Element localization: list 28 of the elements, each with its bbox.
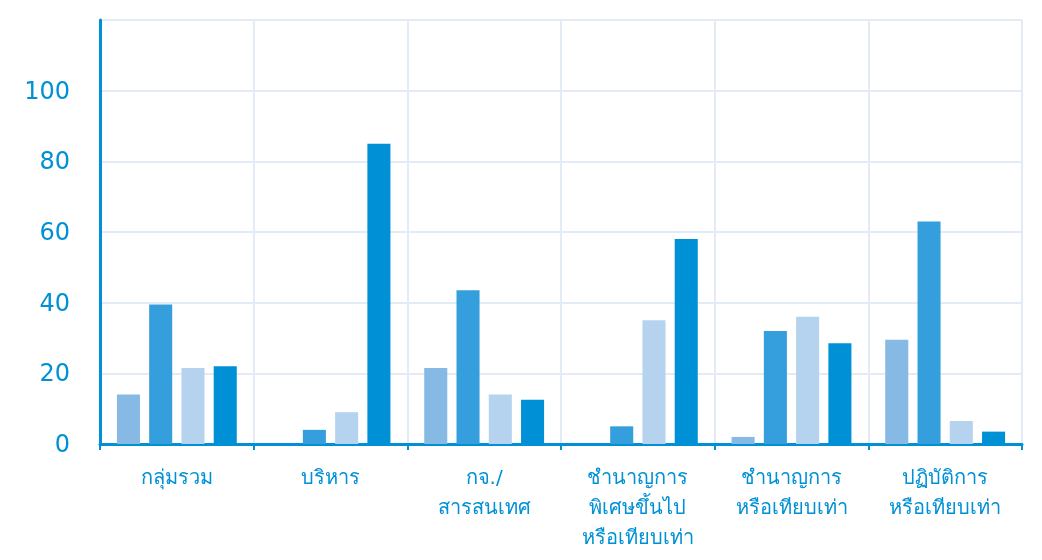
- x-tick-label: ชำนาญการ หรือเทียบเท่า: [735, 465, 848, 519]
- bar: [642, 320, 666, 444]
- bar: [149, 304, 173, 444]
- bar: [456, 290, 480, 444]
- x-tick-label: กจ./ สารสนเทศ: [437, 465, 531, 519]
- y-tick-label: 60: [39, 218, 70, 246]
- y-tick-label: 20: [39, 359, 70, 388]
- y-tick-label: 0: [54, 430, 70, 458]
- bar: [610, 426, 634, 444]
- bar: [335, 412, 359, 444]
- bar: [763, 330, 787, 444]
- y-tick-label: 100: [24, 76, 70, 105]
- bar: [731, 436, 755, 444]
- x-tick-label: ปฏิบัติการ หรือเทียบเท่า: [889, 465, 1002, 519]
- bar: [488, 394, 512, 444]
- bar: [796, 316, 820, 444]
- bar: [917, 221, 941, 444]
- x-tick-label: บริหาร: [301, 465, 360, 489]
- x-tick-label: กลุ่มรวม: [140, 465, 213, 490]
- bar: [302, 429, 326, 444]
- bar: [885, 339, 909, 444]
- bar: [424, 368, 448, 444]
- bar: [181, 368, 205, 444]
- bar: [116, 394, 140, 444]
- bar: [949, 421, 973, 444]
- y-tick-label: 40: [39, 288, 70, 317]
- x-tick-label: ชำนาญการ พิเศษขึ้นไป หรือเทียบเท่า: [581, 465, 694, 549]
- y-tick-label: 80: [39, 147, 70, 176]
